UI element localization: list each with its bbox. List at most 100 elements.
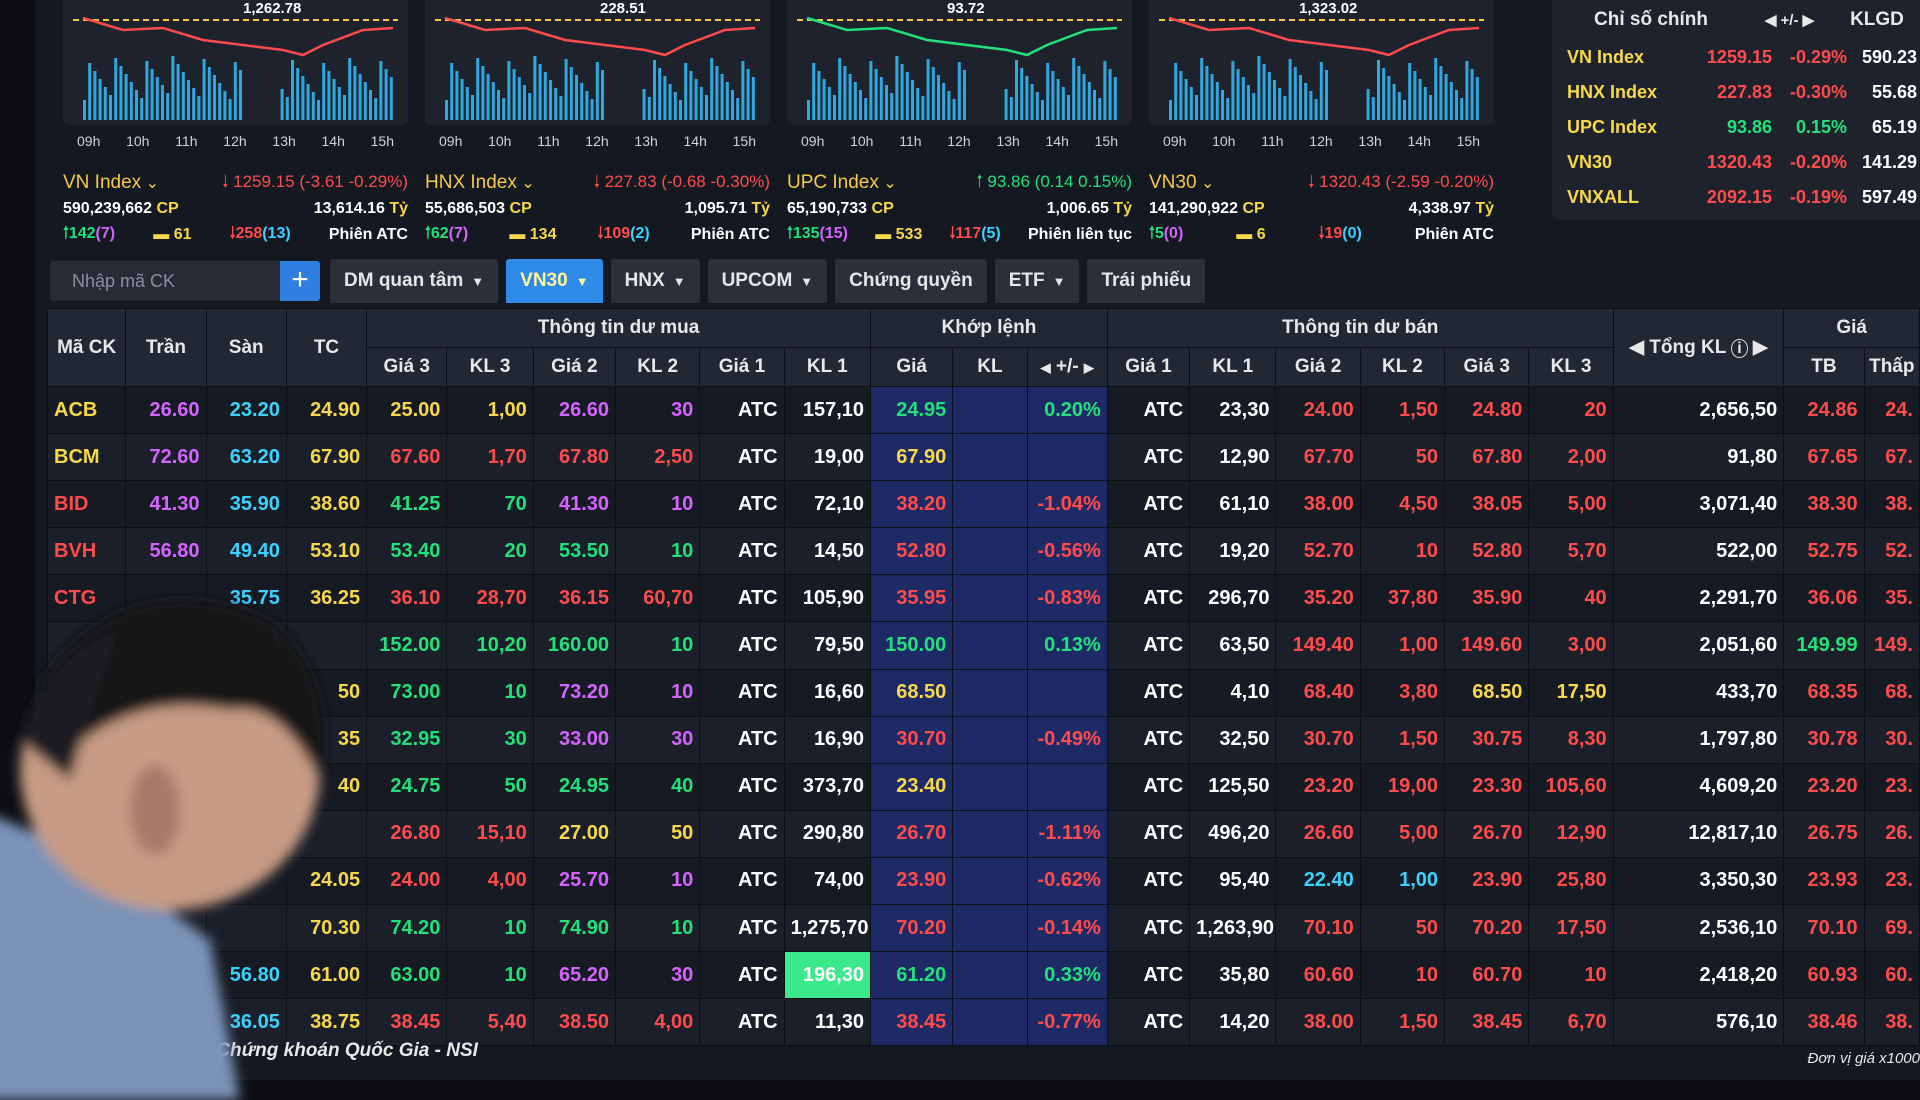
table-row[interactable]: 26.80 15,10 27.00 50 ATC 290,80 26.70 -1.11% ATC… xyxy=(46,809,1920,858)
summary-index-volume: 590.23 M xyxy=(1861,47,1920,67)
table-cell: 36.15 xyxy=(532,574,617,623)
intraday-chart[interactable]: 93.72 xyxy=(787,0,1132,125)
tab-5[interactable]: ETF ▼ xyxy=(994,259,1080,303)
volume-bar xyxy=(895,56,899,120)
volume-bar xyxy=(947,91,951,120)
symbol-cell[interactable] xyxy=(46,998,127,1047)
table-row[interactable]: 36.05 38.75 38.45 5,40 38.50 4,00 ATC 11,30 38.4… xyxy=(46,998,1920,1047)
index-name: HNX Index xyxy=(425,172,517,193)
table-row[interactable]: 35 32.95 30 33.00 30 ATC 16,90 30.70 -0.49% ATC 32… xyxy=(46,715,1920,764)
volume-bar xyxy=(533,56,537,120)
symbol-cell[interactable] xyxy=(46,715,127,764)
search-input[interactable]: Nhập mã CK xyxy=(50,261,280,301)
symbol-cell[interactable]: CTG xyxy=(46,574,127,623)
symbol-cell[interactable]: BVH xyxy=(46,527,127,576)
symbol-cell[interactable] xyxy=(46,951,127,1000)
table-row[interactable]: ACB 26.60 23.20 24.90 25.00 1,00 26.60 30 ATC 157… xyxy=(46,385,1920,435)
volume-bar xyxy=(450,63,454,120)
table-cell: 33.00 xyxy=(532,715,617,764)
table-cell: 3,071,40 xyxy=(1612,480,1785,529)
table-row[interactable]: BVH 56.80 49.40 53.10 53.40 20 53.50 10 ATC 14,50… xyxy=(46,527,1920,576)
table-cell: 3,80 xyxy=(1359,668,1446,717)
intraday-chart[interactable]: 1,323.02 xyxy=(1149,0,1494,125)
table-row[interactable]: 40 24.75 50 24.95 40 ATC 373,70 23.40 ATC 125,50 2… xyxy=(46,762,1920,811)
intraday-chart[interactable]: 228.51 xyxy=(425,0,770,125)
volume-bar xyxy=(233,62,237,120)
table-cell: 35. xyxy=(1863,574,1920,623)
summary-row[interactable]: VN Index 1259.15 -0.29% 590.23 M 13 xyxy=(1552,40,1920,75)
table-cell: 26.70 xyxy=(869,809,954,858)
col-18: KL 3 xyxy=(1528,347,1614,387)
volume-bar xyxy=(1056,79,1060,120)
add-symbol-button[interactable]: + xyxy=(280,261,320,301)
symbol-cell[interactable] xyxy=(46,856,127,906)
value-unit: Tỷ xyxy=(751,200,770,217)
volume-bar xyxy=(1470,69,1474,120)
table-row[interactable]: 70.30 74.20 10 74.90 10 ATC 1,275,70 70.20 -0.14… xyxy=(46,904,1920,953)
table-cell: 373,70 xyxy=(783,762,872,811)
table-cell: 68. xyxy=(1863,668,1920,717)
volume-bar xyxy=(1093,90,1096,120)
table-cell: 10 xyxy=(446,951,534,1000)
symbol-cell[interactable]: ACB xyxy=(46,385,127,435)
table-row[interactable]: BID 41.30 35.90 38.60 41.25 70 41.30 10 ATC 72,10… xyxy=(46,480,1920,529)
index-name-dropdown[interactable]: VN30 ⌄ xyxy=(1149,172,1214,194)
table-cell: 149.80 xyxy=(205,621,287,670)
index-name-dropdown[interactable]: UPC Index ⌄ xyxy=(787,172,897,194)
chart-hour-axis: 09h 10h 11h 12h 13h 14h 15h xyxy=(63,133,408,149)
symbol-cell[interactable] xyxy=(46,904,127,953)
symbol-cell[interactable] xyxy=(46,762,127,811)
col-16: KL 2 xyxy=(1359,347,1446,387)
volume-bar xyxy=(1283,96,1287,120)
table-cell: 32,50 xyxy=(1189,715,1277,764)
table-cell xyxy=(125,951,207,1000)
tab-0[interactable]: DM quan tâm ▼ xyxy=(330,259,499,303)
intraday-chart[interactable]: 1,262.78 xyxy=(63,0,408,125)
table-cell: 5,00 xyxy=(1359,809,1446,858)
summary-index-name: VN30 xyxy=(1567,152,1613,172)
tab-1[interactable]: VN30 ▼ xyxy=(506,259,603,303)
table-cell xyxy=(952,715,1028,764)
volume-bar xyxy=(197,96,201,120)
table-row[interactable]: 50 73.00 10 73.20 10 ATC 16,60 68.50 ATC 4,10 68.4… xyxy=(46,668,1920,717)
index-name-dropdown[interactable]: HNX Index ⌄ xyxy=(425,172,535,194)
col-total-volume[interactable]: ◀ Tổng KL i ▶ xyxy=(1612,308,1785,387)
symbol-cell[interactable]: BCM xyxy=(46,433,127,482)
table-cell: 1,00 xyxy=(446,385,534,435)
table-cell: 68.35 xyxy=(1783,668,1865,717)
index-name-dropdown[interactable]: VN Index ⌄ xyxy=(63,172,159,194)
volume-bar xyxy=(389,77,393,120)
group-bid: Thông tin dư mua xyxy=(366,308,871,348)
summary-index-pct: -0.20% xyxy=(1789,152,1847,172)
summary-row[interactable]: HNX Index 227.83 -0.30% 55.68 M 1,0 xyxy=(1552,75,1920,110)
summary-row[interactable]: VNXALL 2092.15 -0.19% 597.49 M 14 xyxy=(1552,180,1920,215)
info-icon[interactable]: i xyxy=(1731,339,1748,358)
chevron-down-icon: ⌄ xyxy=(521,175,535,192)
summary-row[interactable]: VN30 1320.43 -0.20% 141.29 M 4,3 xyxy=(1552,145,1920,180)
symbol-cell[interactable] xyxy=(46,668,127,717)
tab-2[interactable]: HNX ▼ xyxy=(610,259,700,303)
tab-6[interactable]: Trái phiếu xyxy=(1087,259,1206,303)
summary-col-change[interactable]: ◀ +/- ▶ xyxy=(1764,12,1815,29)
hour-tick: 12h xyxy=(223,133,247,149)
volume-unit: CP xyxy=(509,200,532,217)
col-12[interactable]: ◀ +/- ▶ xyxy=(1026,347,1108,387)
tab-4[interactable]: Chứng quyền xyxy=(835,259,987,303)
volume-bar xyxy=(1387,76,1391,120)
chart-hour-axis: 09h 10h 11h 12h 13h 14h 15h xyxy=(425,133,770,149)
symbol-cell[interactable]: BID xyxy=(46,480,127,529)
tab-3[interactable]: UPCOM ▼ xyxy=(707,259,828,303)
table-cell: 10 xyxy=(615,527,701,576)
table-row[interactable]: 24.05 24.00 4,00 25.70 10 ATC 74,00 23.90 -0.62%… xyxy=(46,856,1920,906)
volume-bar xyxy=(332,79,336,120)
table-row[interactable]: 56.80 61.00 63.00 10 65.20 30 ATC 196,30 61.20 0.… xyxy=(46,951,1920,1000)
table-cell: 1,00 xyxy=(1359,621,1446,670)
table-row[interactable]: BCM 72.60 63.20 67.90 67.60 1,70 67.80 2,50 ATC 1… xyxy=(46,433,1920,482)
symbol-cell[interactable] xyxy=(46,809,127,858)
footer-company: Cổ phần Chứng khoán Quốc Gia - NSI xyxy=(135,1040,478,1061)
hour-tick: 11h xyxy=(1261,133,1284,149)
summary-row[interactable]: UPC Index 93.86 0.15% 65.19 M 1,0 xyxy=(1552,110,1920,145)
table-row[interactable]: CTG 35.75 36.25 36.10 28,70 36.15 60,70 ATC 105,… xyxy=(46,574,1920,623)
symbol-cell[interactable] xyxy=(46,621,127,670)
table-row[interactable]: 149.80 152.00 10,20 160.00 10 ATC 79,50 150.00 0… xyxy=(46,621,1920,670)
